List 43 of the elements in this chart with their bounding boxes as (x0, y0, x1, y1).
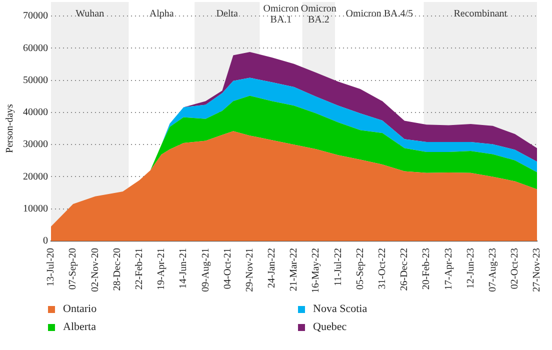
x-tick-label: 02-Nov-20 (90, 248, 101, 292)
x-tick-label: 28-Dec-20 (112, 248, 123, 291)
x-tick-label: 11-Jul-22 (332, 248, 344, 286)
legend-label: Nova Scotia (312, 302, 368, 317)
x-tick-label: 14-Jun-21 (178, 248, 190, 289)
x-tick-label: 12-Jun-23 (465, 248, 476, 289)
x-tick-label: 19-Apr-21 (156, 248, 168, 290)
x-tick-label: 26-Dec-22 (399, 248, 410, 291)
x-tick-label: 02-Oct-23 (510, 248, 521, 290)
y-tick-label: 0 (43, 236, 48, 247)
y-axis-title: Person-days (4, 104, 16, 153)
x-tick-label: 16-May-22 (310, 248, 322, 294)
y-tick-label: 10000 (23, 203, 48, 214)
x-tick-label: 31-Oct-22 (376, 248, 388, 290)
y-tick-label: 50000 (23, 74, 48, 86)
x-tick-label: 04-Oct-21 (222, 248, 234, 290)
band-label: Recombinant (454, 8, 508, 20)
y-tick-label: 70000 (23, 10, 48, 22)
y-tick-label: 40000 (23, 107, 48, 118)
x-tick-label: 13-Jul-20 (46, 248, 57, 286)
band-label: Delta (216, 8, 239, 20)
x-tick-label: 09-Aug-21 (200, 248, 212, 292)
x-tick-label: 24-Jan-22 (266, 248, 278, 288)
x-tick-label: 07-Sep-20 (68, 248, 79, 290)
band-label: Wuhan (76, 8, 104, 20)
x-tick-label: 27-Nov-23 (532, 248, 543, 292)
annotation: Omicron BA.4/5 (346, 8, 414, 20)
x-tick-label: 05-Sep-22 (354, 248, 366, 290)
x-tick-label: 22-Feb-21 (134, 248, 145, 290)
x-tick-label: 29-Nov-21 (244, 248, 256, 292)
legend-label: Alberta (62, 320, 97, 335)
x-tick-label: 07-Aug-23 (487, 248, 498, 292)
legend-label: Ontario (62, 302, 98, 317)
y-tick-label: 20000 (23, 171, 48, 182)
y-tick-label: 30000 (23, 139, 48, 150)
annotation: Omicron BA.1 (263, 4, 299, 26)
legend-label: Quebec (312, 320, 348, 335)
y-tick-label: 60000 (23, 42, 48, 54)
annotation: Alpha (149, 8, 174, 20)
x-tick-label: 17-Apr-23 (443, 248, 454, 290)
band-label: Omicron BA.2 (300, 4, 336, 26)
x-tick-label: 20-Feb-23 (421, 248, 432, 290)
x-tick-label: 21-Mar-22 (288, 248, 300, 292)
